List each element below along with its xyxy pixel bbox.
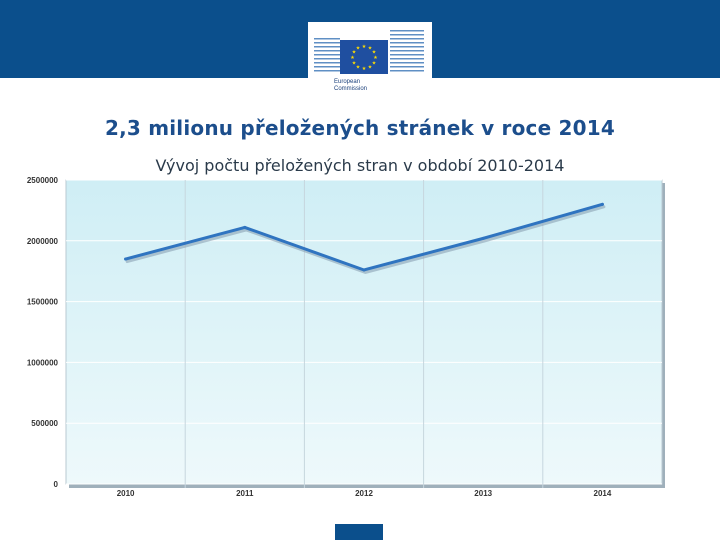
eu-flag-icon (340, 40, 388, 74)
svg-text:★: ★ (368, 46, 373, 52)
page-title: 2,3 milionu přeložených stránek v roce 2… (105, 116, 615, 140)
svg-text:★: ★ (362, 44, 367, 50)
footer-block (335, 524, 383, 540)
svg-text:★: ★ (352, 61, 357, 67)
logo-text-line2: Commission (334, 86, 368, 92)
y-tick-label: 1500000 (27, 298, 59, 307)
y-tick-label: 1000000 (27, 358, 59, 367)
y-tick-label: 2500000 (27, 176, 59, 185)
x-tick-label: 2014 (594, 489, 612, 498)
data-point (124, 257, 128, 261)
data-point (600, 202, 604, 206)
y-tick-label: 500000 (31, 419, 58, 428)
svg-text:★: ★ (373, 55, 378, 61)
y-tick-label: 2000000 (27, 237, 59, 246)
svg-text:★: ★ (368, 65, 373, 71)
x-tick-label: 2013 (474, 489, 492, 498)
european-commission-logo: ★ ★ ★ ★ ★ ★ ★ ★ ★ ★ ★ ★ European Commiss… (308, 22, 432, 100)
plot-area (65, 179, 663, 485)
page-subtitle: Vývoj počtu přeložených stran v období 2… (155, 156, 565, 175)
svg-text:★: ★ (352, 50, 357, 56)
x-tick-label: 2011 (236, 489, 254, 498)
svg-text:★: ★ (350, 55, 355, 61)
data-point (243, 225, 247, 229)
x-tick-label: 2010 (117, 489, 135, 498)
svg-text:★: ★ (356, 46, 361, 52)
data-point (362, 268, 366, 272)
svg-text:★: ★ (362, 66, 367, 72)
svg-text:★: ★ (372, 61, 377, 67)
svg-text:★: ★ (372, 50, 377, 56)
series-line-shadow (125, 205, 606, 274)
logo-text: European Commission (334, 79, 394, 93)
x-tick-label: 2012 (355, 489, 373, 498)
y-tick-label: 0 (54, 480, 59, 489)
data-point (481, 236, 485, 240)
svg-text:★: ★ (356, 65, 361, 71)
line-chart: 0 500000 1000000 1500000 2000000 2500000 2010 2… (27, 176, 665, 498)
logo-text-line1: European (334, 79, 361, 85)
commission-building-icon: ★ ★ ★ ★ ★ ★ ★ ★ ★ ★ ★ ★ (314, 30, 424, 74)
